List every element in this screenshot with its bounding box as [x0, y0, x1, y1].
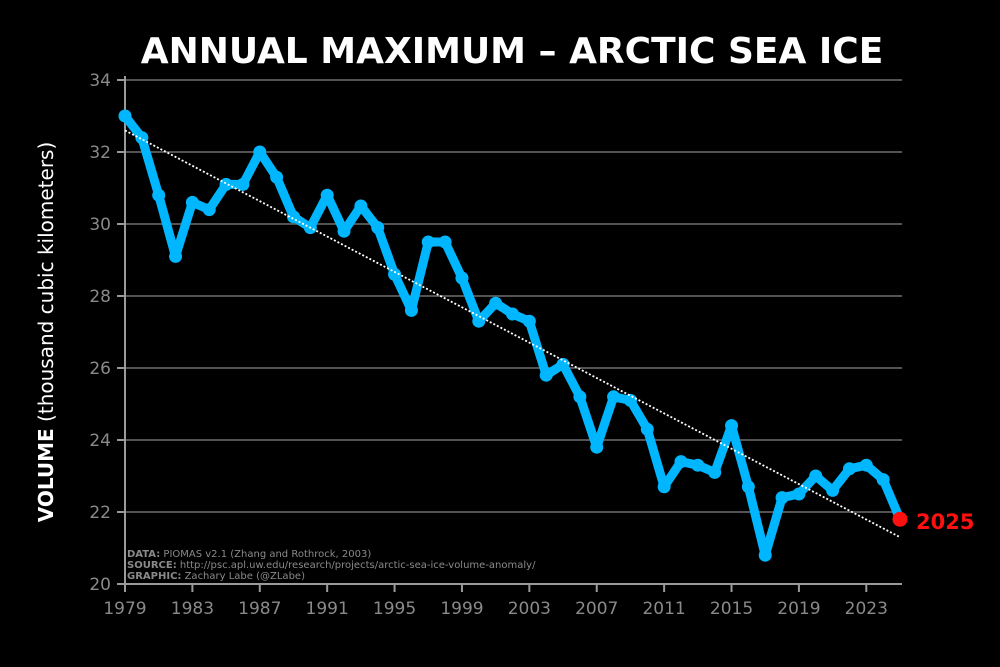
data-point [219, 177, 233, 191]
data-point [118, 109, 132, 123]
x-tick-label: 2011 [642, 599, 685, 619]
credits: DATA: PIOMAS v2.1 (Zhang and Rothrock, 2… [127, 549, 536, 582]
data-point [775, 491, 789, 505]
credit-key: DATA: [127, 549, 160, 560]
x-tick-label: 1995 [373, 599, 416, 619]
y-tick-label: 22 [89, 503, 111, 523]
x-axis-ticks: 1979 1983 1987 1991 1995 1999 2003 2007 2011 2015… [103, 584, 888, 619]
data-point [657, 480, 671, 494]
x-tick-label: 1999 [440, 599, 483, 619]
y-tick-label: 20 [89, 575, 111, 595]
data-point [421, 235, 435, 249]
data-point [152, 188, 166, 202]
data-point [758, 548, 772, 562]
data-point [270, 170, 284, 184]
data-point [607, 390, 621, 404]
x-tick-label: 1983 [171, 599, 214, 619]
data-point [472, 314, 486, 328]
chart-title: ANNUAL MAXIMUM – ARCTIC SEA ICE [141, 31, 884, 72]
data-point [725, 419, 739, 433]
y-tick-label: 26 [89, 359, 111, 379]
credit-line: GRAPHIC: Zachary Labe (@ZLabe) [127, 571, 305, 582]
data-point [135, 131, 149, 145]
y-axis-ticks: 20 22 24 26 28 30 32 34 [89, 71, 125, 595]
x-tick-label: 1991 [306, 599, 349, 619]
data-point [371, 221, 385, 235]
data-point [640, 422, 654, 436]
trend-line [124, 129, 901, 538]
data-point [438, 235, 452, 249]
data-point [623, 393, 637, 407]
data-point [506, 307, 519, 321]
data-point [826, 483, 840, 497]
data-point [169, 249, 183, 263]
data-point [674, 455, 688, 469]
data-point [556, 357, 570, 371]
data-point [489, 296, 503, 310]
x-tick-label: 2023 [845, 599, 888, 619]
data-point [337, 224, 351, 238]
data-point [708, 465, 722, 479]
credit-text: Zachary Labe (@ZLabe) [181, 571, 305, 582]
y-axis-label: VOLUME (thousand cubic kilometers) [34, 142, 58, 523]
credit-text: http://psc.apl.uw.edu/research/projects/… [177, 560, 536, 571]
data-point [455, 271, 469, 285]
y-tick-label: 34 [89, 71, 111, 91]
data-point [573, 390, 587, 404]
credit-line: DATA: PIOMAS v2.1 (Zhang and Rothrock, 2… [127, 549, 371, 560]
data-point [202, 203, 216, 217]
data-point [809, 469, 823, 483]
y-tick-label: 32 [89, 143, 111, 163]
data-point [842, 462, 856, 476]
highlight-label: 2025 [916, 510, 974, 534]
credit-text: PIOMAS v2.1 (Zhang and Rothrock, 2003) [160, 549, 371, 560]
y-axis-label-unit: (thousand cubic kilometers) [34, 142, 58, 429]
y-tick-label: 30 [89, 215, 111, 235]
x-tick-label: 2019 [777, 599, 820, 619]
x-tick-label: 2015 [710, 599, 753, 619]
y-tick-label: 24 [89, 431, 111, 451]
data-point [741, 480, 755, 494]
x-tick-label: 2007 [575, 599, 618, 619]
data-point [236, 177, 250, 191]
data-point [590, 440, 604, 454]
data-point [792, 487, 806, 501]
x-tick-label: 2003 [508, 599, 551, 619]
data-point [253, 145, 267, 159]
highlight-2025: 2025 [892, 510, 974, 534]
credit-line: SOURCE: http://psc.apl.uw.edu/research/p… [127, 560, 536, 571]
data-point [539, 368, 553, 382]
data-series [118, 109, 907, 562]
data-point [859, 458, 873, 472]
y-axis-label-bold: VOLUME [34, 428, 58, 522]
data-point [185, 195, 199, 209]
data-point [320, 188, 334, 202]
gridlines [125, 79, 902, 513]
credit-key: GRAPHIC: [127, 571, 181, 582]
credit-key: SOURCE: [127, 560, 177, 571]
data-point [354, 199, 368, 213]
data-point [522, 314, 536, 328]
highlight-point [892, 511, 908, 527]
data-point [691, 458, 705, 472]
trend-line-path [124, 129, 901, 538]
data-point [876, 473, 890, 487]
x-tick-label: 1987 [238, 599, 281, 619]
axes [124, 76, 902, 585]
data-point [404, 303, 418, 317]
x-tick-label: 1979 [103, 599, 146, 619]
y-tick-label: 28 [89, 287, 111, 307]
